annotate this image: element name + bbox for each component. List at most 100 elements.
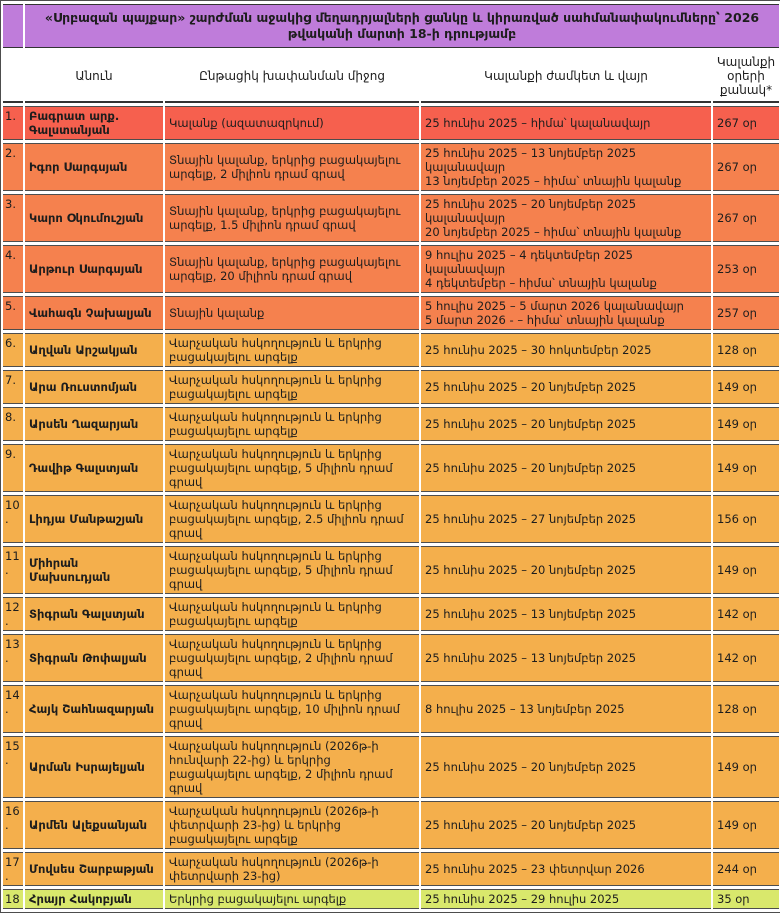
detention-period: 25 հունիս 2025 – 29 հուլիս 2025 — [421, 889, 711, 909]
restraint-measure: Վարչական հսկողություն (2026թ-ի փետրվարի … — [165, 852, 419, 886]
detention-period: 25 հունիս 2025 – 20 նոյեմբեր 2025 — [421, 370, 711, 404]
detention-period: 8 հուլիս 2025 – 13 նոյեմբեր 2025 — [421, 685, 711, 733]
restraint-measure: Վարչական հսկողություն և երկրից բացակայել… — [165, 685, 419, 733]
detainee-name: Արսեն Ղազարյան — [25, 407, 163, 441]
row-number: 9. — [3, 444, 23, 492]
table-title-row: «Սրբազան պայքար» շարժման աջակից մեղադրյա… — [3, 4, 780, 48]
row-number: 17. — [3, 852, 23, 886]
row-number: 7. — [3, 370, 23, 404]
detainee-name: Դավիթ Գալստյան — [25, 444, 163, 492]
detention-days-count: 253 օր — [713, 245, 780, 293]
table-row: 10. Լիդյա Մանթաշյան Վարչական հսկողություն … — [3, 495, 780, 543]
table-row: 15. Արման Իսրայելյան Վարչական հսկողություն… — [3, 736, 780, 798]
table-row: 7. Արա Ռուստոմյան Վարչական հսկողություն և … — [3, 370, 780, 404]
detention-days-count: 267 օր — [713, 143, 780, 191]
restraint-measure: Վարչական հսկողություն և երկրից բացակայել… — [165, 444, 419, 492]
detention-period: 9 հուլիս 2025 – 4 դեկտեմբեր 2025 կալանավ… — [421, 245, 711, 293]
detention-days-count: 149 օր — [713, 736, 780, 798]
row-number: 12. — [3, 597, 23, 631]
detainee-name: Բագրատ արք. Գալստանյան — [25, 106, 163, 140]
restraint-measure: Վարչական հսկողություն (2026թ-ի փետրվարի … — [165, 801, 419, 849]
detention-days-count: 149 օր — [713, 546, 780, 594]
detainee-name: Արմեն Ալեքսանյան — [25, 801, 163, 849]
restraint-measure: Տնային կալանք, երկրից բացակայելու արգելք… — [165, 245, 419, 293]
restraint-measure: Վարչական հսկողություն և երկրից բացակայել… — [165, 370, 419, 404]
restraint-measure: Վարչական հսկողություն (2026թ-ի հունվարի … — [165, 736, 419, 798]
detention-period: 25 հունիս 2025 – 20 նոյեմբեր 2025 կալանա… — [421, 194, 711, 242]
table-row: 6. Աղվան Արշակյան Վարչական հսկողություն և … — [3, 333, 780, 367]
table-row: 12. Տիգրան Գալստյան Վարչական հսկողություն … — [3, 597, 780, 631]
detainee-name: Աղվան Արշակյան — [25, 333, 163, 367]
detention-period: 25 հունիս 2025 – 20 նոյեմբեր 2025 — [421, 444, 711, 492]
detention-days-count: 156 օր — [713, 495, 780, 543]
table-row: 11. Միհրան Մախսուդյան Վարչական հսկողությու… — [3, 546, 780, 594]
column-header-measure: Ընթացիկ խափանման միջոց — [165, 51, 419, 103]
detention-period: 25 հունիս 2025 – 13 նոյեմբեր 2025 — [421, 634, 711, 682]
restraint-measure: Վարչական հսկողություն և երկրից բացակայել… — [165, 546, 419, 594]
detention-period: 25 հունիս 2025 – 30 հոկտեմբեր 2025 — [421, 333, 711, 367]
detainee-name: Հայկ Շահնազարյան — [25, 685, 163, 733]
detention-period: 25 հունիս 2025 – 20 նոյեմբեր 2025 — [421, 801, 711, 849]
restraint-measure: Կալանք (ազատազրկում) — [165, 106, 419, 140]
column-header-days: Կալանքի օրերի քանակ* — [713, 51, 780, 103]
detention-period: 25 հունիս 2025 – 20 նոյեմբեր 2025 — [421, 407, 711, 441]
table-row: 9. Դավիթ Գալստյան Վարչական հսկողություն և … — [3, 444, 780, 492]
detention-days-count: 35 օր — [713, 889, 780, 909]
row-number: 13. — [3, 634, 23, 682]
detainee-name: Տիգրան Գալստյան — [25, 597, 163, 631]
table-row: 17. Մովսես Շարբաթյան Վարչական հսկողություն… — [3, 852, 780, 886]
table-row: 3. Կարո Օկումուշյան Տնային կալանք, երկրից … — [3, 194, 780, 242]
restraint-measure: Վարչական հսկողություն և երկրից բացակայել… — [165, 333, 419, 367]
column-header-name: Անուն — [25, 51, 163, 103]
restraint-measure: Վարչական հսկողություն և երկրից բացակայել… — [165, 495, 419, 543]
restraint-measure: Երկրից բացակայելու արգելք — [165, 889, 419, 909]
column-header-number — [3, 51, 23, 103]
detainee-name: Միհրան Մախսուդյան — [25, 546, 163, 594]
restraint-measure: Վարչական հսկողություն և երկրից բացակայել… — [165, 597, 419, 631]
table-row: 1. Բագրատ արք. Գալստանյան Կալանք (ազատազրկ… — [3, 106, 780, 140]
detention-period: 25 հունիս 2025 – 20 նոյեմբեր 2025 — [421, 736, 711, 798]
detention-days-count: 142 օր — [713, 634, 780, 682]
row-number: 1. — [3, 106, 23, 140]
detainee-name: Հրայր Հակոբյան — [25, 889, 163, 909]
detention-period: 25 հունիս 2025 – 13 նոյեմբեր 2025 — [421, 597, 711, 631]
row-number: 15. — [3, 736, 23, 798]
detention-days-count: 149 օր — [713, 444, 780, 492]
row-number: 16. — [3, 801, 23, 849]
detention-period: 25 հունիս 2025 – 27 նոյեմբեր 2025 — [421, 495, 711, 543]
detention-days-count: 149 օր — [713, 407, 780, 441]
detention-period: 25 հունիս 2025 – հիմա՝ կալանավայր — [421, 106, 711, 140]
table-row: 4. Արթուր Սարգսյան Տնային կալանք, երկրից բ… — [3, 245, 780, 293]
detention-days-count: 267 օր — [713, 106, 780, 140]
detainee-name: Լիդյա Մանթաշյան — [25, 495, 163, 543]
detainee-name: Իգոր Սարգսյան — [25, 143, 163, 191]
page-title: «Սրբազան պայքար» շարժման աջակից մեղադրյա… — [25, 4, 780, 48]
row-number: 10. — [3, 495, 23, 543]
detainee-name: Արման Իսրայելյան — [25, 736, 163, 798]
detention-days-count: 142 օր — [713, 597, 780, 631]
column-header-row: Անուն Ընթացիկ խափանման միջոց Կալանքի ժամ… — [3, 51, 780, 103]
row-number: 5. — [3, 296, 23, 330]
row-number: 2. — [3, 143, 23, 191]
detainee-name: Կարո Օկումուշյան — [25, 194, 163, 242]
detainee-name: Վահագն Չախալյան — [25, 296, 163, 330]
table-row: 18 Հրայր Հակոբյան Երկրից բացակայելու արգել… — [3, 889, 780, 909]
title-left-spacer — [3, 4, 23, 48]
restraint-measure: Տնային կալանք, երկրից բացակայելու արգելք… — [165, 194, 419, 242]
table-row: 16. Արմեն Ալեքսանյան Վարչական հսկողություն… — [3, 801, 780, 849]
table-row: 13. Տիգրան Թոփալյան Վարչական հսկողություն … — [3, 634, 780, 682]
table-row: 8. Արսեն Ղազարյան Վարչական հսկողություն և … — [3, 407, 780, 441]
detention-days-count: 128 օր — [713, 685, 780, 733]
row-number: 6. — [3, 333, 23, 367]
table-body: 1. Բագրատ արք. Գալստանյան Կալանք (ազատազրկ… — [3, 106, 780, 909]
row-number: 18 — [3, 889, 23, 909]
restraint-measure: Վարչական հսկողություն և երկրից բացակայել… — [165, 634, 419, 682]
table-row: 14. Հայկ Շահնազարյան Վարչական հսկողություն… — [3, 685, 780, 733]
detention-days-count: 128 օր — [713, 333, 780, 367]
row-number: 11. — [3, 546, 23, 594]
table-row: 2. Իգոր Սարգսյան Տնային կալանք, երկրից բաց… — [3, 143, 780, 191]
table-row: 5. Վահագն Չախալյան Տնային կալանք 5 հուլիս 2… — [3, 296, 780, 330]
row-number: 3. — [3, 194, 23, 242]
